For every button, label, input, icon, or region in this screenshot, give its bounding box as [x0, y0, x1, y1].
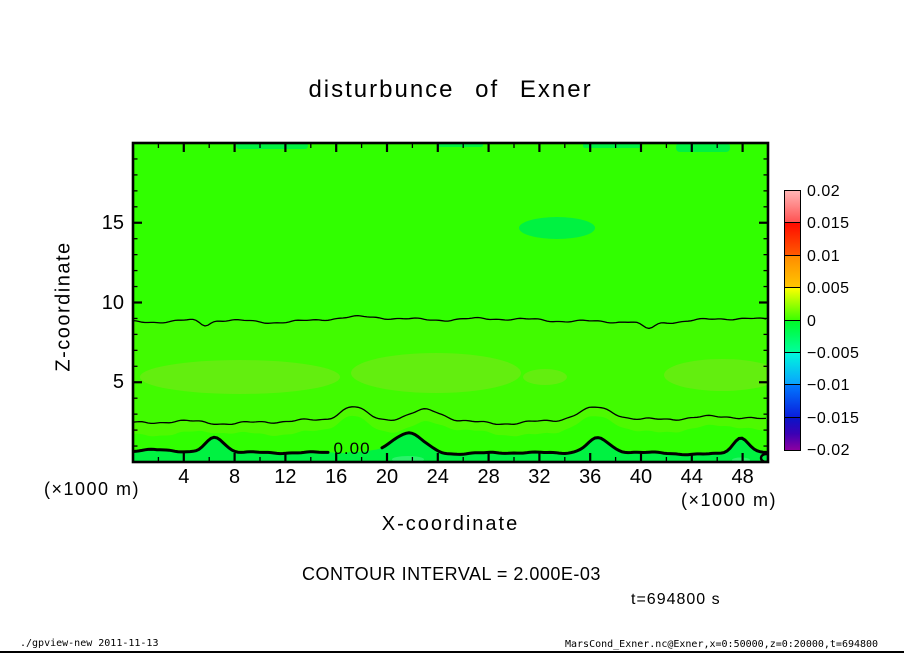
axis-ticks: [133, 143, 768, 462]
colorbar-tick-label: 0.005: [807, 280, 850, 298]
tone-blob-light: [523, 369, 567, 385]
tone-strip-under-band: [133, 406, 766, 437]
footer-data-source: MarsCond_Exner.nc@Exner,x=0:50000,z=0:20…: [565, 639, 879, 650]
plot-title: disturbunce of Exner: [308, 76, 593, 103]
colorbar-box: [784, 352, 801, 386]
y-tick-label: 10: [101, 291, 124, 314]
tone-blob-negative-teal: [392, 456, 424, 462]
x-tick-label: 32: [528, 466, 551, 488]
x-axis-unit: (×1000 m): [681, 490, 778, 510]
y-tick-label: 5: [112, 371, 124, 394]
x-tick-label: 12: [274, 466, 297, 488]
x-tick-label: 44: [680, 466, 703, 488]
contour-line-zero: [133, 435, 330, 456]
colorbar-tick-label: −0.01: [807, 377, 850, 395]
tone-region-negative-bottom: [133, 432, 768, 462]
colorbar-tick-label: 0.02: [807, 183, 841, 200]
contour-line-mid: [133, 406, 767, 426]
colorbar-box: [784, 287, 801, 322]
x-tick-label: 16: [325, 466, 348, 488]
contour-interval-note: CONTOUR INTERVAL = 2.000E-03: [302, 564, 601, 584]
tone-patch-negative-top: [676, 143, 730, 152]
x-axis-label: X-coordinate: [381, 513, 520, 535]
bottom-border-line: [0, 651, 904, 653]
tone-blob-light: [664, 359, 768, 391]
x-tick-label: 28: [477, 466, 500, 488]
colorbar-tick-label: −0.02: [807, 442, 850, 460]
contour-line-zero: [380, 431, 768, 457]
contour-loop-zero: [759, 452, 768, 462]
tone-patch-negative-top: [236, 143, 308, 149]
colorbar-box: [784, 254, 801, 289]
colorbar-tick-label: 0: [807, 312, 817, 330]
tone-blob-negative: [519, 217, 595, 239]
contour-line-upper: [133, 314, 767, 330]
x-tick-label: 8: [229, 466, 241, 488]
y-axis-unit: (×1000 m): [44, 479, 141, 499]
field-layers: 0.00: [133, 143, 768, 462]
colorbar-tick-label: −0.015: [807, 409, 860, 427]
x-tick-label: 40: [629, 466, 653, 488]
tone-blob-light: [351, 353, 521, 393]
x-tick-label: 20: [375, 466, 399, 488]
colorbar-box: [784, 416, 801, 451]
footer-command-line: ./gpview-new 2011-11-13: [20, 638, 159, 649]
colorbar-box: [784, 190, 801, 224]
time-annotation: t=694800 s: [631, 591, 721, 608]
colorbar: 0.02 0.015 0.01 0.005 0 −0.005 −0.01 −0.015 −0.0…: [784, 184, 904, 476]
colorbar-tick-label: 0.015: [807, 215, 850, 233]
y-tick-label: 15: [101, 211, 124, 234]
colorbar-box: [784, 384, 801, 419]
colorbar-box: [784, 319, 801, 354]
colorbar-box: [784, 222, 801, 257]
tone-blob-light: [140, 360, 340, 394]
x-tick-label: 36: [579, 466, 602, 488]
colorbar-tick-label: −0.005: [807, 345, 860, 362]
x-tick-label: 48: [731, 466, 754, 488]
x-tick-label: 4: [178, 466, 190, 488]
contour-value-label: 0.00: [333, 439, 370, 458]
x-tick-label: 24: [426, 466, 449, 488]
colorbar-tick-label: 0.01: [807, 247, 841, 265]
